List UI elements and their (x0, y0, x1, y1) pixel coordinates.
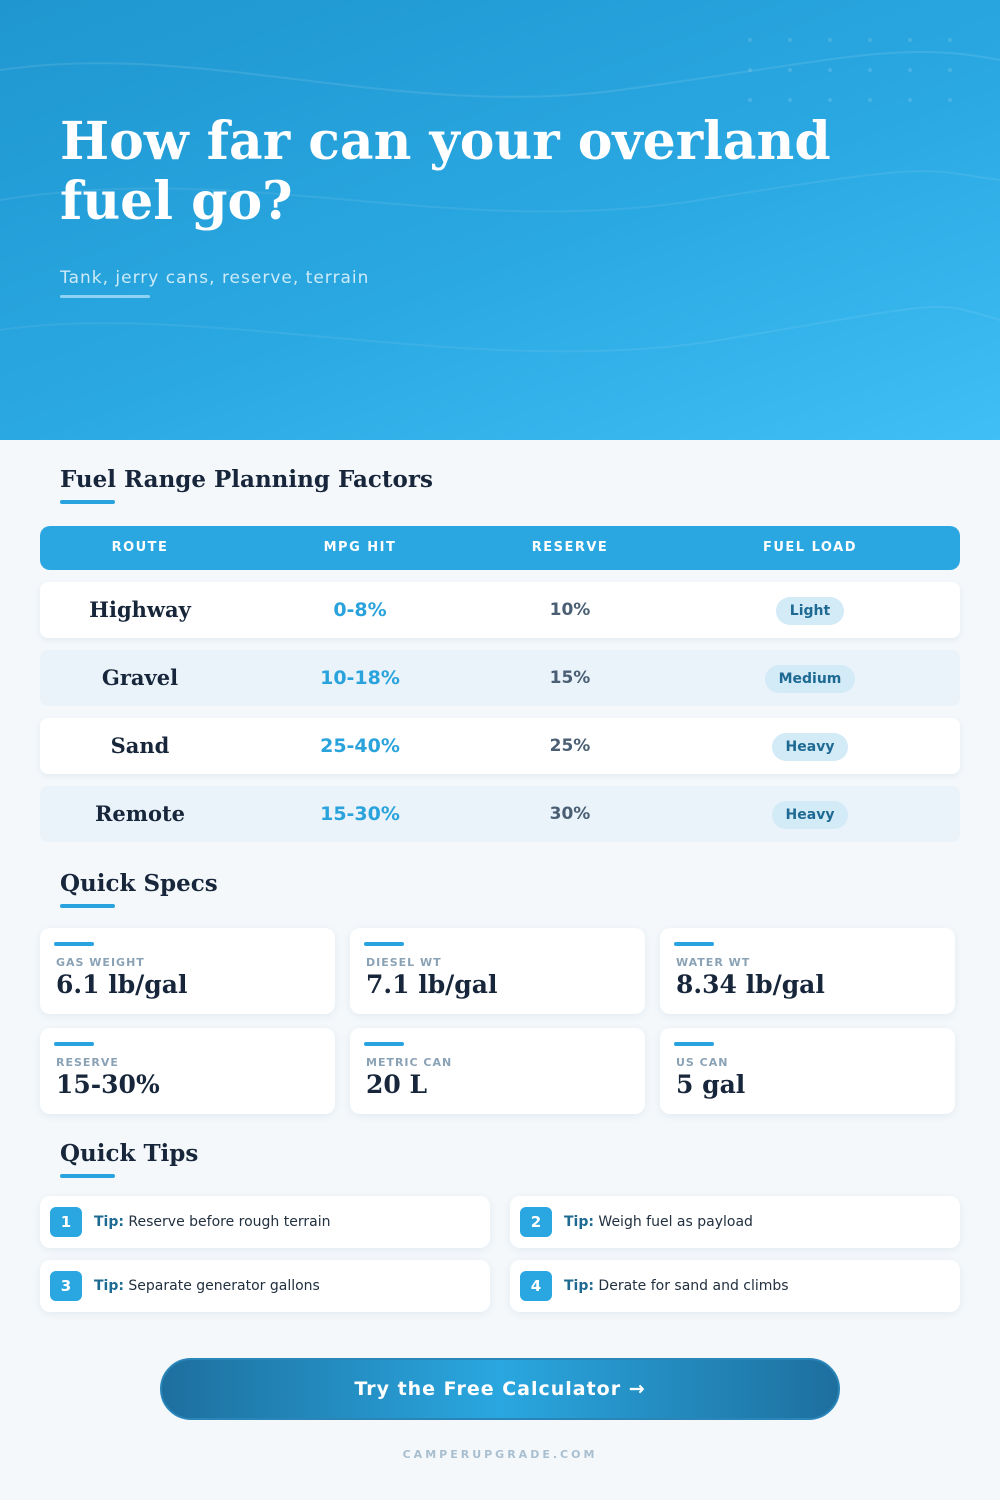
tip-card: 4 Tip: Derate for sand and climbs (510, 1260, 960, 1312)
page-title: How far can your overland fuel go? (60, 111, 831, 232)
tip-text: Tip: Weigh fuel as payload (564, 1196, 753, 1248)
table-row: Remote 15-30% 30% Heavy (40, 786, 960, 842)
specs-title-underline (60, 904, 115, 908)
mpg-hit-cell: 0-8% (333, 599, 387, 621)
fuel-load-badge: Heavy (771, 732, 849, 761)
tip-card: 3 Tip: Separate generator gallons (40, 1260, 490, 1312)
footer-site-name: CAMPERUPGRADE.COM (402, 1448, 598, 1461)
page-subtitle: Tank, jerry cans, reserve, terrain (60, 268, 370, 288)
spec-value: 15-30% (56, 1070, 160, 1099)
reserve-cell: 30% (549, 804, 591, 824)
spec-value: 7.1 lb/gal (366, 970, 498, 999)
spec-label: RESERVE (56, 1056, 119, 1069)
column-header-reserve: RESERVE (531, 540, 609, 555)
factors-title-underline (60, 500, 115, 504)
spec-accent-bar (674, 942, 714, 946)
spec-value: 6.1 lb/gal (56, 970, 188, 999)
tip-text: Tip: Separate generator gallons (94, 1260, 320, 1312)
tip-body: Weigh fuel as payload (598, 1214, 753, 1230)
tip-body: Derate for sand and climbs (598, 1278, 789, 1294)
route-cell: Sand (110, 733, 170, 758)
mpg-hit-cell: 25-40% (320, 735, 400, 757)
spec-card: GAS WEIGHT 6.1 lb/gal (40, 928, 335, 1014)
fuel-load-badge: Heavy (771, 800, 849, 829)
tip-prefix: Tip: (564, 1278, 594, 1294)
spec-accent-bar (54, 1042, 94, 1046)
column-header-mpg-hit: MPG HIT (323, 540, 397, 555)
tips-title-underline (60, 1174, 115, 1178)
tip-prefix: Tip: (94, 1214, 124, 1230)
table-row: Gravel 10-18% 15% Medium (40, 650, 960, 706)
spec-label: GAS WEIGHT (56, 956, 145, 969)
tip-text: Tip: Reserve before rough terrain (94, 1196, 330, 1248)
spec-label: METRIC CAN (366, 1056, 453, 1069)
tip-number-badge: 2 (520, 1207, 552, 1237)
tip-prefix: Tip: (564, 1214, 594, 1230)
hero-banner: How far can your overland fuel go? Tank,… (0, 0, 1000, 440)
factors-section-title: Fuel Range Planning Factors (60, 466, 433, 493)
tip-card: 2 Tip: Weigh fuel as payload (510, 1196, 960, 1248)
subtitle-underline (60, 295, 150, 298)
calculator-cta-button[interactable]: Try the Free Calculator → (160, 1358, 840, 1420)
tip-body: Reserve before rough terrain (128, 1214, 331, 1230)
tip-body: Separate generator gallons (128, 1278, 320, 1294)
spec-card: DIESEL WT 7.1 lb/gal (350, 928, 645, 1014)
specs-section-title: Quick Specs (60, 870, 218, 897)
mpg-hit-cell: 10-18% (320, 667, 400, 689)
tip-number-badge: 3 (50, 1271, 82, 1301)
spec-label: WATER WT (676, 956, 751, 969)
reserve-cell: 25% (549, 736, 591, 756)
tip-card: 1 Tip: Reserve before rough terrain (40, 1196, 490, 1248)
tip-prefix: Tip: (94, 1278, 124, 1294)
mpg-hit-cell: 15-30% (320, 803, 400, 825)
spec-label: DIESEL WT (366, 956, 442, 969)
spec-card: METRIC CAN 20 L (350, 1028, 645, 1114)
column-header-fuel-load: FUEL LOAD (762, 540, 857, 555)
tips-section-title: Quick Tips (60, 1140, 199, 1167)
spec-accent-bar (364, 942, 404, 946)
spec-accent-bar (674, 1042, 714, 1046)
tip-number-badge: 1 (50, 1207, 82, 1237)
table-row: Sand 25-40% 25% Heavy (40, 718, 960, 774)
fuel-load-badge: Medium (764, 664, 856, 693)
fuel-load-badge: Light (775, 596, 845, 625)
table-header: ROUTE MPG HIT RESERVE FUEL LOAD (40, 526, 960, 570)
spec-label: US CAN (676, 1056, 729, 1069)
hero-decoration (0, 38, 1000, 353)
spec-value: 20 L (366, 1070, 428, 1099)
spec-card: WATER WT 8.34 lb/gal (660, 928, 955, 1014)
tip-number-badge: 4 (520, 1271, 552, 1301)
reserve-cell: 15% (549, 668, 591, 688)
reserve-cell: 10% (549, 600, 591, 620)
spec-accent-bar (364, 1042, 404, 1046)
spec-accent-bar (54, 942, 94, 946)
route-cell: Gravel (101, 665, 179, 690)
table-row: Highway 0-8% 10% Light (40, 582, 960, 638)
spec-value: 5 gal (676, 1070, 746, 1099)
column-header-route: ROUTE (111, 540, 169, 555)
spec-card: RESERVE 15-30% (40, 1028, 335, 1114)
route-cell: Remote (94, 801, 186, 826)
spec-card: US CAN 5 gal (660, 1028, 955, 1114)
spec-value: 8.34 lb/gal (676, 970, 825, 999)
route-cell: Highway (89, 597, 191, 622)
tip-text: Tip: Derate for sand and climbs (564, 1260, 789, 1312)
